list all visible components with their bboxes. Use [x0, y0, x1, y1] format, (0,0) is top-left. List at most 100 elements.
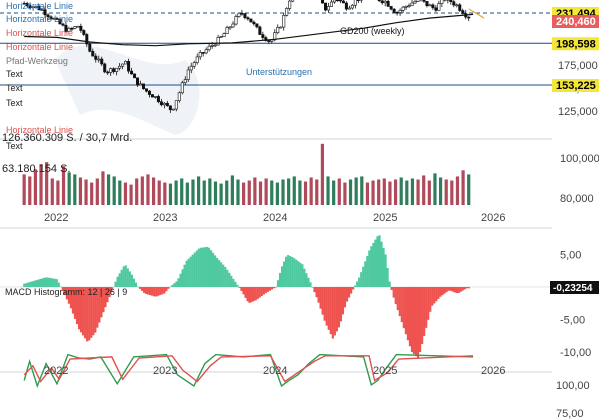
candle-body: [195, 56, 199, 63]
macd-bar: [171, 284, 174, 287]
macd-bar: [102, 287, 105, 313]
macd-bar: [386, 267, 389, 287]
candle-body: [31, 6, 35, 9]
tool-item-5[interactable]: Pfad-Werkzeug: [6, 56, 68, 66]
volume-bar: [67, 172, 71, 205]
macd-panel: 5,00 -5,00 -10,00: [0, 235, 591, 359]
macd-bar: [51, 278, 54, 287]
macd-bar: [181, 269, 184, 287]
macd-bar: [126, 268, 129, 287]
gd200-label: GD200 (weekly): [340, 26, 405, 36]
candle-body: [383, 0, 387, 4]
volume-bar: [320, 143, 325, 205]
tool-item-3[interactable]: Horizontale Linie: [6, 28, 73, 38]
candle-body: [94, 55, 98, 60]
volume-bar: [225, 180, 229, 205]
volume-bar: [315, 179, 319, 205]
candle-body: [183, 79, 187, 84]
macd-bar: [209, 250, 213, 287]
stoch-line: [23, 355, 474, 383]
candle-body: [231, 23, 235, 28]
macd-bar: [79, 287, 83, 333]
candle-body: [356, 0, 360, 1]
tool-item-6[interactable]: Text: [6, 69, 23, 79]
macd-bar: [307, 277, 310, 287]
macd-bar: [433, 287, 436, 304]
macd-axis-tick: -10,00: [560, 347, 591, 359]
macd-bar: [82, 287, 85, 336]
macd-bar: [138, 287, 142, 289]
macd-bar: [378, 235, 381, 287]
volume-bar: [163, 182, 167, 205]
candle-body: [76, 25, 80, 28]
macd-bar: [325, 287, 328, 326]
volume-label-2: 63.180.154 S.: [2, 163, 71, 175]
macd-bar: [400, 287, 403, 323]
tool-item-2[interactable]: Horizontale Linie: [6, 14, 73, 24]
volume-bar: [337, 178, 341, 205]
macd-bar: [98, 287, 101, 323]
volume-bar: [388, 181, 392, 205]
candle-body: [341, 0, 345, 4]
volume-bar: [197, 176, 201, 205]
candle-body: [344, 2, 348, 10]
macd-bar: [173, 283, 176, 287]
candle-body: [425, 1, 429, 6]
tool-item-1[interactable]: Horizontale Linie: [6, 1, 73, 11]
candle-body: [321, 0, 325, 4]
x-axis-upper: 2022 2023 2024 2025 2026: [44, 212, 505, 224]
macd-bar: [419, 287, 422, 352]
volume-bar: [135, 178, 139, 205]
macd-bar: [149, 287, 152, 296]
tool-lower-item-2[interactable]: Text: [6, 141, 23, 151]
macd-bar: [276, 280, 280, 287]
macd-bar: [366, 255, 369, 287]
tool-item-4[interactable]: Horizontale Linie: [6, 42, 73, 52]
macd-axis-tick: 5,00: [560, 250, 581, 262]
macd-bar: [327, 287, 330, 330]
candle-body: [288, 0, 292, 9]
volume-bar: [287, 178, 291, 205]
volume-bar: [382, 178, 386, 205]
candle-body: [112, 68, 116, 72]
candle-body: [213, 44, 217, 47]
macd-bar: [53, 278, 56, 287]
macd-bar: [331, 287, 334, 339]
candle-body: [88, 43, 92, 52]
macd-bar: [159, 287, 162, 296]
tool-item-7[interactable]: Text: [6, 83, 23, 93]
candle-body: [133, 73, 137, 79]
tool-item-8[interactable]: Text: [6, 98, 23, 108]
macd-bar: [374, 239, 377, 287]
candle-body: [162, 102, 166, 106]
x-label-2023-b: 2023: [153, 365, 177, 377]
candle-body: [204, 49, 208, 54]
macd-current-value: -0,23254: [553, 283, 593, 294]
macd-bar: [264, 287, 267, 294]
macd-bar: [372, 242, 375, 287]
candle-body: [136, 77, 140, 86]
candle-body: [449, 0, 453, 3]
candle-body: [159, 101, 163, 106]
volume-bar: [461, 170, 465, 205]
tool-lower-item-1[interactable]: Horizontale Linie: [6, 125, 73, 135]
volume-bar: [298, 180, 302, 205]
macd-bar: [169, 286, 172, 288]
macd-bar: [337, 287, 340, 328]
candle-body: [141, 83, 145, 90]
candle-body: [225, 27, 229, 34]
macd-bar: [341, 287, 345, 315]
macd-bar: [157, 287, 160, 296]
macd-bar: [59, 286, 62, 288]
macd-bar: [398, 287, 401, 317]
macd-bar: [216, 257, 219, 287]
candle-body: [192, 62, 196, 67]
candle-body: [410, 2, 414, 6]
level-badge-label: 153,225: [556, 80, 596, 92]
macd-bar: [459, 287, 462, 292]
macd-bar: [352, 287, 355, 290]
macd-bar: [142, 287, 146, 293]
candle-body: [237, 12, 241, 17]
volume-bar: [191, 179, 195, 205]
